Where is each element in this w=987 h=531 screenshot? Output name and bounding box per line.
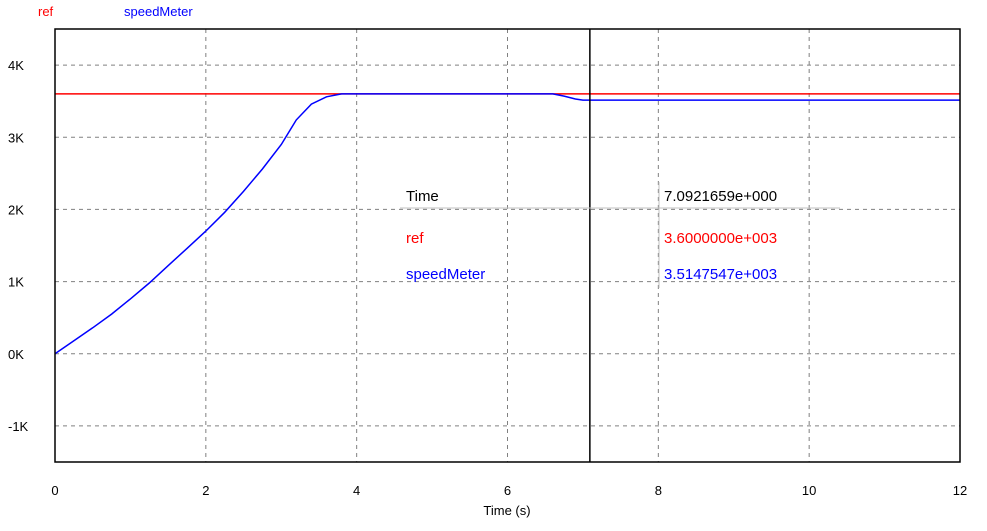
readout-value: 3.6000000e+003 (664, 230, 777, 247)
readout-label: Time (406, 188, 439, 205)
x-axis-label: Time (s) (483, 503, 530, 518)
y-tick-label: 0K (8, 347, 24, 362)
x-tick-label: 0 (51, 483, 58, 498)
cursor-readout: Time 7.0921659e+000 ref 3.6000000e+003 speed… (400, 182, 840, 288)
readout-value: 3.5147547e+003 (664, 266, 777, 283)
plot-frame (54, 28, 961, 463)
series-lines (54, 93, 960, 355)
y-tick-label: 1K (8, 275, 24, 290)
readout-value: 7.0921659e+000 (664, 188, 777, 205)
readout-label: speedMeter (406, 266, 485, 283)
legend-entry-ref: ref (38, 4, 54, 19)
x-tick-label: 6 (504, 483, 511, 498)
x-tick-label: 2 (202, 483, 209, 498)
x-tick-label: 8 (655, 483, 662, 498)
y-tick-label: 2K (8, 202, 24, 217)
y-tick-label: -1K (8, 419, 29, 434)
grid-lines (55, 29, 960, 462)
y-axis-ticks: -1K 0K 1K 2K 3K 4K (8, 58, 29, 434)
readout-label: ref (406, 230, 424, 247)
legend: ref speedMeter (38, 4, 193, 19)
x-tick-label: 10 (802, 483, 816, 498)
y-tick-label: 3K (8, 130, 24, 145)
legend-entry-speedmeter: speedMeter (124, 4, 193, 19)
y-tick-label: 4K (8, 58, 24, 73)
x-tick-label: 12 (953, 483, 967, 498)
x-axis-ticks: 0 2 4 6 8 10 12 (51, 483, 967, 498)
series-line-speedmeter (54, 93, 960, 355)
x-tick-label: 4 (353, 483, 360, 498)
